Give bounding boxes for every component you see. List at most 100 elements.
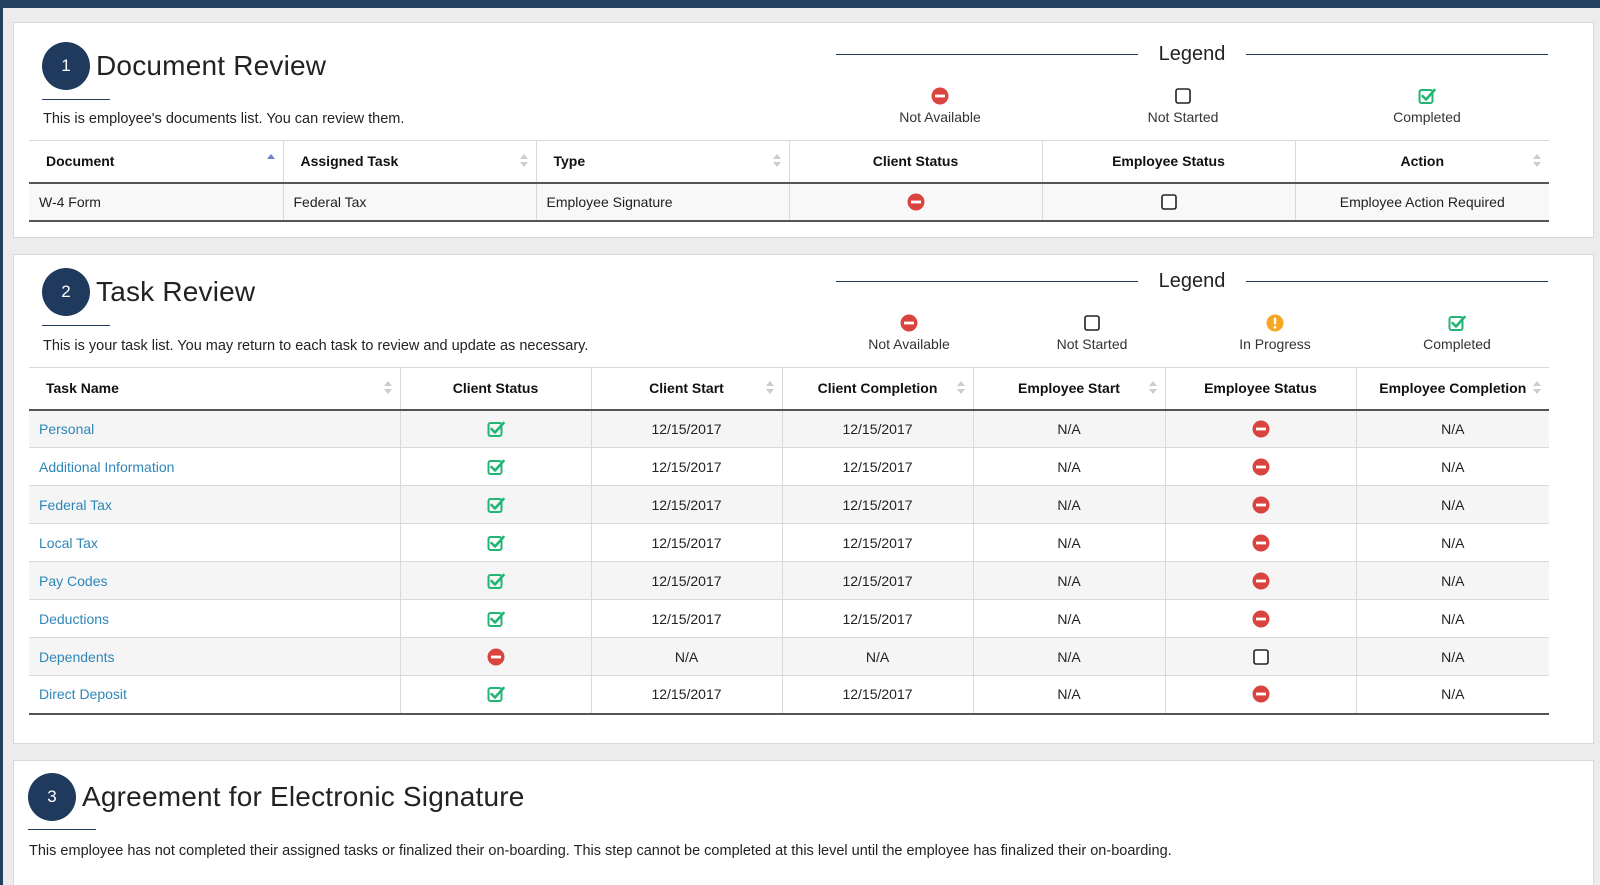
sort-icon	[956, 380, 965, 396]
column-header-client-start[interactable]: Client Start	[591, 367, 783, 411]
table-row: Personal 12/15/2017 12/15/2017 N/A N/A	[29, 409, 1549, 448]
task-link[interactable]: Personal	[39, 420, 95, 437]
sort-icon	[772, 153, 781, 169]
documents-table: Document Assigned Task Type Client Statu…	[29, 140, 1549, 222]
not-available-icon	[1252, 420, 1270, 438]
column-header-type[interactable]: Type	[536, 140, 790, 184]
task-link[interactable]: Dependents	[39, 648, 115, 665]
column-header-employee-start[interactable]: Employee Start	[973, 367, 1166, 411]
cell-employee-start: N/A	[973, 447, 1166, 486]
table-row: Pay Codes 12/15/2017 12/15/2017 N/A N/A	[29, 561, 1549, 600]
task-link[interactable]: Deductions	[39, 610, 110, 627]
cell-employee-start-text: N/A	[1057, 534, 1081, 551]
task-link[interactable]: Local Tax	[39, 534, 98, 551]
cell-employee-status	[1165, 561, 1357, 600]
column-header-action[interactable]: Action	[1295, 140, 1549, 184]
title-underline	[28, 829, 96, 830]
agreement-header: 3 Agreement for Electronic Signature	[28, 773, 525, 821]
sort-ascending-icon	[266, 153, 275, 169]
cell-employee-completion-text: N/A	[1441, 686, 1465, 703]
cell-employee-status	[1165, 675, 1357, 715]
tasks-table: Task Name Client Status Client Start Cli…	[29, 367, 1549, 715]
cell-client-status	[400, 637, 592, 676]
cell-client-start-text: 12/15/2017	[651, 496, 722, 513]
legend-item: Completed	[1392, 314, 1522, 352]
cell-employee-status	[1165, 599, 1357, 638]
column-header-employee-status: Employee Status	[1165, 367, 1357, 411]
cell-client-completion-text: 12/15/2017	[842, 572, 913, 589]
cell-client-start: 12/15/2017	[591, 523, 783, 562]
cell-employee-start: N/A	[973, 675, 1166, 715]
cell-employee-start-text: N/A	[1057, 610, 1081, 627]
cell-document: W-4 Form	[29, 182, 284, 222]
cell-employee-completion: N/A	[1356, 561, 1549, 600]
completed-icon	[1418, 87, 1436, 105]
not-started-icon	[1083, 314, 1101, 332]
not-available-icon	[931, 87, 949, 105]
cell-employee-status	[1042, 182, 1296, 222]
cell-employee-completion-text: N/A	[1441, 648, 1465, 665]
completed-icon	[487, 420, 505, 438]
not-started-icon	[1252, 648, 1270, 666]
task-review-title: Task Review	[96, 276, 256, 307]
cell-assigned-task-text: Federal Tax	[293, 193, 367, 210]
cell-client-start: 12/15/2017	[591, 409, 783, 448]
column-header-document[interactable]: Document	[29, 140, 284, 184]
cell-action-text: Employee Action Required	[1339, 193, 1505, 210]
completed-icon	[487, 610, 505, 628]
column-header-client-status: Client Status	[400, 367, 592, 411]
cell-employee-completion-text: N/A	[1441, 610, 1465, 627]
document-review-title: Document Review	[96, 50, 327, 81]
cell-task-name: Pay Codes	[29, 561, 401, 600]
legend-line-left	[836, 281, 1138, 282]
cell-employee-completion: N/A	[1356, 675, 1549, 715]
cell-client-status	[400, 561, 592, 600]
column-header-employee-completion[interactable]: Employee Completion	[1356, 367, 1549, 411]
task-link[interactable]: Additional Information	[39, 458, 175, 475]
cell-employee-start-text: N/A	[1057, 648, 1081, 665]
cell-employee-start: N/A	[973, 409, 1166, 448]
completed-icon	[1448, 314, 1466, 332]
completed-icon	[487, 458, 505, 476]
task-legend: Legend Not Available Not Started In Progre…	[836, 270, 1548, 352]
sort-icon	[765, 380, 774, 396]
column-header-assigned-task[interactable]: Assigned Task	[283, 140, 537, 184]
legend-item-label: Not Available	[868, 336, 950, 352]
title-underline	[42, 325, 110, 326]
cell-client-completion: 12/15/2017	[782, 485, 974, 524]
task-link[interactable]: Direct Deposit	[39, 686, 127, 703]
cell-type-text: Employee Signature	[546, 193, 673, 210]
task-link[interactable]: Federal Tax	[39, 496, 112, 513]
cell-employee-status	[1165, 485, 1357, 524]
cell-employee-completion: N/A	[1356, 599, 1549, 638]
task-link[interactable]: Pay Codes	[39, 572, 108, 589]
sort-icon	[1533, 153, 1541, 169]
title-underline	[42, 99, 110, 100]
in-progress-icon	[1266, 314, 1284, 332]
document-review-panel: 1 Document Review This is employee's doc…	[13, 22, 1594, 238]
legend-item-label: Completed	[1393, 109, 1461, 125]
cell-type: Employee Signature	[536, 182, 790, 222]
cell-client-completion-text: 12/15/2017	[842, 420, 913, 437]
legend-item-label: Completed	[1423, 336, 1491, 352]
not-available-icon	[1252, 610, 1270, 628]
legend-line-right	[1246, 54, 1548, 55]
not-available-icon	[900, 314, 918, 332]
not-available-icon	[1252, 685, 1270, 703]
legend-line-left	[836, 54, 1138, 55]
cell-task-name: Local Tax	[29, 523, 401, 562]
cell-employee-start-text: N/A	[1057, 420, 1081, 437]
table-row: Dependents N/A N/A N/A N/A	[29, 637, 1549, 676]
cell-employee-completion-text: N/A	[1441, 420, 1465, 437]
cell-client-start: 12/15/2017	[591, 485, 783, 524]
cell-task-name: Direct Deposit	[29, 675, 401, 715]
cell-employee-completion: N/A	[1356, 447, 1549, 486]
cell-client-start: 12/15/2017	[591, 447, 783, 486]
cell-employee-start: N/A	[973, 485, 1166, 524]
agreement-title: Agreement for Electronic Signature	[82, 781, 525, 812]
column-header-task-name[interactable]: Task Name	[29, 367, 401, 411]
document-review-header: 1 Document Review	[42, 42, 326, 90]
column-header-client-completion[interactable]: Client Completion	[782, 367, 974, 411]
cell-client-status	[789, 182, 1043, 222]
cell-client-completion: 12/15/2017	[782, 599, 974, 638]
